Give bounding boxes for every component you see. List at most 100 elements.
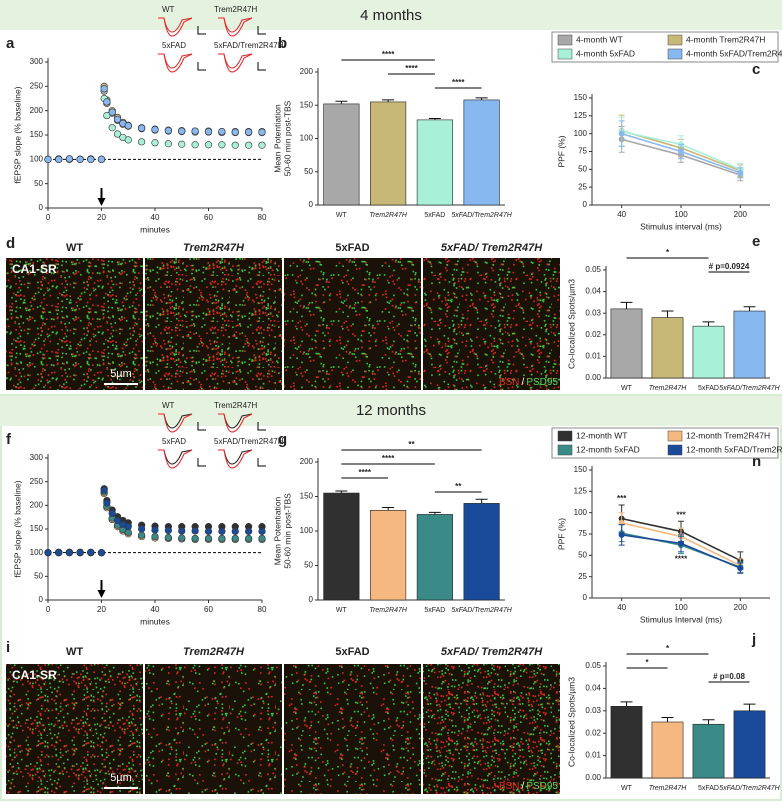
y-tick-label: 50 <box>304 561 313 570</box>
y-tick-label: 0 <box>583 200 588 209</box>
x-tick-label: 60 <box>204 605 213 614</box>
inset-trace <box>158 449 193 469</box>
data-point <box>124 122 132 130</box>
channel-name: / <box>522 377 525 388</box>
scale-bar <box>257 458 266 467</box>
y-tick-label: 75 <box>578 529 587 538</box>
panel-letter: j <box>751 631 756 648</box>
scale-bar <box>197 422 206 431</box>
data-point <box>97 155 106 163</box>
y-tick-label: 100 <box>300 526 314 535</box>
y-tick-label: 150 <box>574 465 588 474</box>
y-tick-label: 0.01 <box>585 352 601 361</box>
data-point <box>103 499 111 507</box>
error-bar <box>335 490 348 494</box>
x-tick-label: 0 <box>46 213 51 222</box>
y-tick-label: 0.05 <box>585 661 601 670</box>
micrograph <box>6 258 143 390</box>
data-point <box>87 548 95 556</box>
y-tick-label: 0.03 <box>585 706 601 715</box>
scale-label: 5µm <box>110 772 132 784</box>
error-bar <box>620 301 633 309</box>
inset-trace <box>218 53 253 73</box>
y-tick-label: 100 <box>30 154 44 163</box>
data-point <box>138 525 146 533</box>
image-label: WT <box>66 242 83 254</box>
inset-label: 5xFAD/Trem2R47H <box>214 41 284 50</box>
bar <box>733 710 766 779</box>
inset-trace <box>218 17 253 37</box>
legend-swatch <box>667 48 683 60</box>
data-point <box>178 140 186 148</box>
channel-name: / <box>522 781 525 792</box>
data-point <box>151 126 159 134</box>
bar <box>692 325 725 379</box>
data-point <box>231 527 239 535</box>
y-tick-label: 150 <box>574 93 588 102</box>
data-point <box>191 534 199 543</box>
data-point <box>258 534 266 543</box>
x-tick-label: WT <box>621 385 633 392</box>
bar <box>610 308 643 379</box>
data-point <box>44 549 52 557</box>
x-tick-label: Trem2R47H <box>649 385 688 392</box>
data-point <box>678 148 684 155</box>
data-point <box>191 527 199 535</box>
arrow <box>97 188 106 206</box>
y-axis-label: Co-localized Spots/µm3 <box>566 677 576 767</box>
x-tick-label: Trem2R47H <box>369 607 408 614</box>
data-point <box>97 549 106 557</box>
x-axis-label: Stimulus Interval (ms) <box>640 614 722 624</box>
bar <box>463 503 500 601</box>
panel-letter: a <box>6 35 15 52</box>
y-tick-label: 250 <box>30 477 44 486</box>
data-point <box>231 141 239 149</box>
significance-label: # p=0.08 <box>713 672 745 681</box>
y-tick-label: 0.01 <box>585 751 601 760</box>
bar <box>651 721 684 779</box>
bar <box>733 310 766 379</box>
panel-letter: b <box>278 35 287 52</box>
panel-letter: e <box>752 233 760 250</box>
y-tick-label: 25 <box>578 572 587 581</box>
scale-bar <box>197 458 206 467</box>
significance-label: * <box>666 644 670 653</box>
y-tick-label: 300 <box>30 453 44 462</box>
error-bar <box>382 507 395 511</box>
y-tick-label: 150 <box>30 524 44 533</box>
inset-label: WT <box>162 401 175 410</box>
y-axis-label: fEPSP slope (% baseline) <box>12 86 22 183</box>
error-bar <box>428 118 441 120</box>
data-point <box>76 549 84 557</box>
y-tick-label: 0.02 <box>585 330 601 339</box>
micrograph <box>284 664 421 794</box>
legend-label: 12-month WT <box>576 430 628 440</box>
error-bar <box>620 701 633 707</box>
data-point <box>113 115 122 124</box>
bar <box>692 723 725 779</box>
y-tick-label: 0 <box>309 595 314 604</box>
x-tick-label: 40 <box>151 605 160 614</box>
micrograph <box>423 664 560 794</box>
data-point <box>151 139 159 147</box>
inset-trace <box>218 413 253 433</box>
channel-name: BSN <box>499 377 520 388</box>
error-bar <box>335 100 348 104</box>
scale-bar <box>197 62 206 71</box>
y-tick-label: 0.03 <box>585 308 601 317</box>
data-point <box>151 532 159 541</box>
bar <box>651 317 684 379</box>
x-tick-label: 5xFAD <box>424 607 445 614</box>
y-tick-label: 0 <box>309 200 314 209</box>
significance-label: **** <box>452 78 465 87</box>
micrograph <box>423 258 560 390</box>
inset-label: WT <box>162 5 175 14</box>
data-point <box>65 155 73 163</box>
channel-name: PSD95 <box>526 377 558 388</box>
x-tick-label: 5xFAD/Trem2R47H <box>719 385 780 392</box>
x-axis-label: Stimulus interval (ms) <box>640 221 722 231</box>
y-tick-label: 0.04 <box>585 684 601 693</box>
y-axis-label: PPF (%) <box>556 518 566 550</box>
error-bar <box>702 719 715 725</box>
